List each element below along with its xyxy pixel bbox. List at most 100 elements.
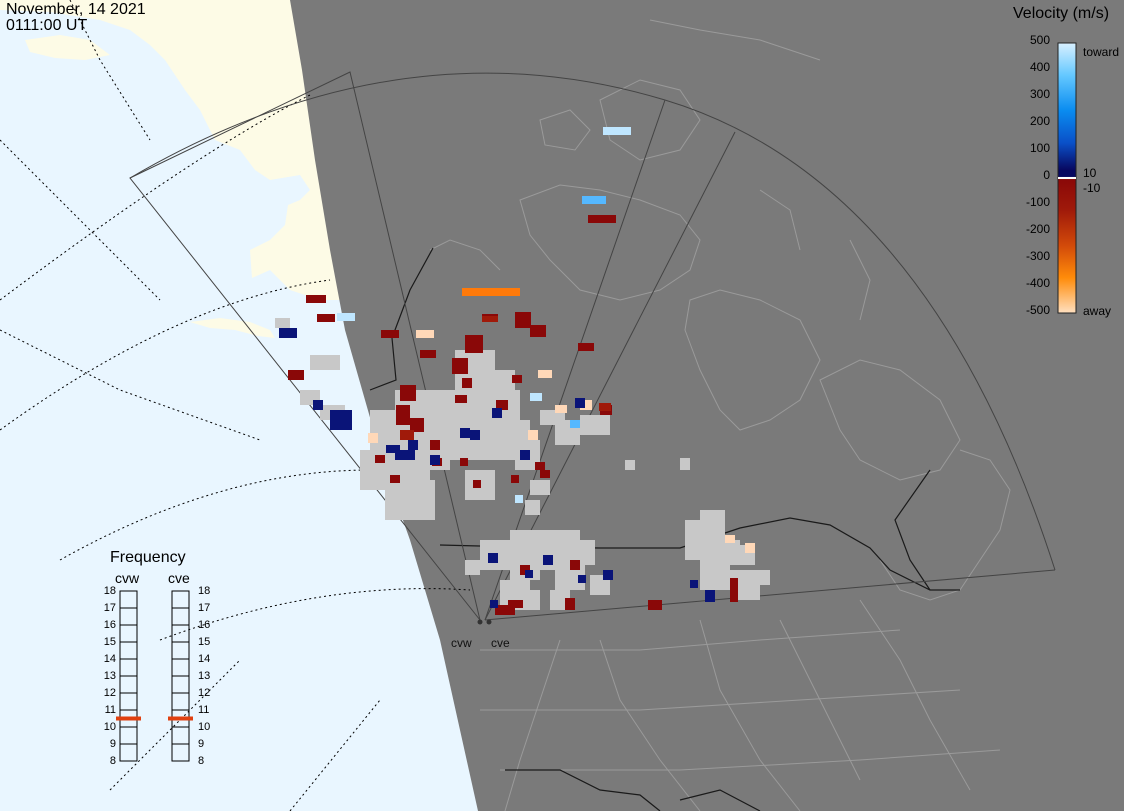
- scatter-cell: [700, 510, 725, 540]
- cve-frequency-marker: [168, 716, 193, 721]
- scatter-cell: [725, 535, 735, 543]
- scatter-cell: [580, 415, 610, 435]
- frequency-tick-cve: 12: [198, 687, 211, 699]
- colorbar-pos-threshold: 10: [1083, 166, 1097, 180]
- scatter-cell: [575, 540, 595, 565]
- scatter-cell: [680, 458, 690, 470]
- scatter-cell: [416, 330, 434, 338]
- time-label: 0111:00 UT: [6, 17, 88, 34]
- scatter-cell: [515, 312, 531, 328]
- scatter-cell: [565, 435, 580, 445]
- scatter-cell: [465, 560, 480, 575]
- colorbar-tick-label: 100: [1029, 141, 1050, 155]
- scatter-cell: [565, 598, 575, 610]
- scatter-cell: [625, 460, 635, 470]
- frequency-radar-label-cve: cve: [168, 570, 190, 586]
- frequency-tick-cvw: 14: [103, 653, 116, 665]
- scatter-cell: [700, 560, 730, 590]
- scatter-cell: [543, 555, 553, 565]
- scatter-cell: [603, 570, 613, 580]
- frequency-tick-cve: 9: [198, 738, 205, 750]
- cve-fov-bottom: [484, 569, 1056, 621]
- scatter-cell: [400, 385, 416, 401]
- colorbar-tick-label: -200: [1025, 222, 1050, 236]
- scatter-cell: [720, 540, 740, 565]
- frequency-gauge-cvw: [116, 590, 141, 762]
- frequency-tick-cve: 11: [198, 704, 210, 716]
- scatter-cell: [530, 393, 542, 401]
- scatter-cell: [488, 553, 498, 563]
- daylit-land: [0, 0, 350, 300]
- frequency-tick-cvw: 13: [103, 670, 116, 682]
- site-label-cve: cve: [491, 636, 510, 650]
- scatter-cell: [275, 318, 290, 328]
- scatter-cell: [690, 580, 698, 588]
- cve-fov-arc: [664, 99, 1056, 571]
- alaska-peninsula: [190, 318, 275, 338]
- colorbar-toward-label: toward: [1083, 45, 1120, 59]
- scatter-cell: [410, 418, 424, 432]
- colorbar-title: Velocity (m/s): [1013, 5, 1110, 22]
- colorbar-tick-label: -400: [1025, 276, 1050, 290]
- scatter-cell: [515, 495, 523, 503]
- scatter-cell: [460, 428, 470, 438]
- frequency-tick-cve: 18: [198, 585, 211, 597]
- colorbar-tick-label: 400: [1029, 60, 1050, 74]
- colorbar-tick-label: -300: [1025, 249, 1050, 263]
- scatter-cell: [386, 445, 400, 453]
- colorbar-neg-threshold: -10: [1083, 181, 1101, 195]
- scatter-cell: [578, 343, 594, 351]
- scatter-cell: [465, 335, 483, 353]
- scatter-cell: [603, 127, 631, 135]
- scatter-cell: [381, 330, 399, 338]
- scatter-cell: [705, 590, 715, 602]
- radar-site-cve: [486, 619, 492, 625]
- colorbar-tick-label: 0: [1043, 168, 1050, 182]
- scatter-cell: [337, 313, 355, 321]
- scatter-cell: [396, 405, 410, 425]
- scatter-cell: [390, 475, 400, 483]
- scatter-cell: [580, 400, 592, 410]
- scatter-cell: [588, 215, 616, 223]
- scatter-cell: [460, 458, 468, 466]
- scatter-cell: [408, 440, 418, 450]
- frequency-tick-cve: 8: [198, 755, 205, 767]
- frequency-gauge-cve: [168, 590, 193, 762]
- cvw-fov-arc: [129, 72, 666, 179]
- scatter-cell: [578, 575, 586, 583]
- scatter-cell: [368, 433, 378, 443]
- frequency-tick-cvw: 18: [103, 585, 116, 597]
- scatter-cell: [470, 430, 480, 440]
- scatter-cell: [582, 196, 606, 204]
- frequency-tick-cve: 13: [198, 670, 211, 682]
- frequency-tick-cve: 10: [198, 721, 211, 733]
- scatter-cell: [570, 560, 580, 570]
- frequency-title: Frequency: [110, 549, 186, 566]
- scatter-cell: [520, 590, 540, 610]
- scatter-cell: [496, 400, 508, 410]
- frequency-tick-cvw: 8: [109, 755, 116, 767]
- scatter-cell: [535, 462, 545, 470]
- scatter-cell: [511, 475, 519, 483]
- date-label: November, 14 2021: [6, 1, 146, 18]
- scatter-cell: [400, 430, 414, 440]
- frequency-tick-cvw: 9: [109, 738, 116, 750]
- scatter-cell: [288, 370, 304, 380]
- colorbar-away-label: away: [1083, 304, 1112, 318]
- frequency-tick-cvw: 17: [103, 602, 116, 614]
- scatter-cell: [508, 600, 523, 608]
- day-island: [25, 35, 110, 60]
- scatter-cell: [525, 500, 540, 515]
- frequency-tick-cvw: 10: [103, 721, 116, 733]
- scatter-cell: [530, 480, 550, 495]
- scatter-cell: [473, 480, 481, 488]
- site-label-cvw: cvw: [451, 636, 472, 650]
- frequency-tick-cve: 17: [198, 602, 211, 614]
- scatter-cell: [530, 325, 546, 337]
- scatter-cell: [420, 350, 436, 358]
- colorbar-tick-label: -500: [1025, 303, 1050, 317]
- scatter-cell: [430, 440, 440, 450]
- scatter-cell: [375, 455, 385, 463]
- scatter-cell: [505, 390, 520, 410]
